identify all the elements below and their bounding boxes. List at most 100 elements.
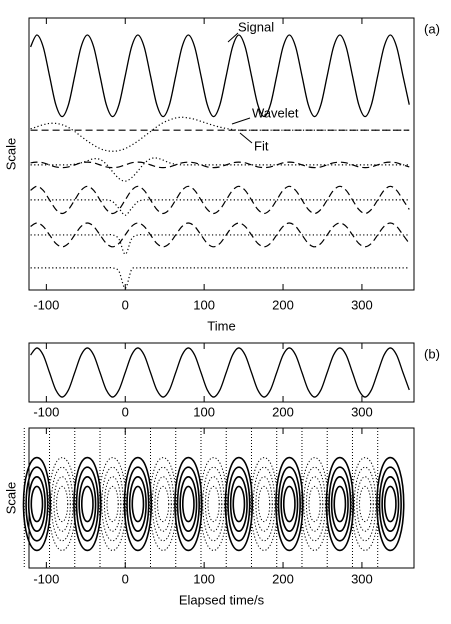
plot-frame xyxy=(28,17,415,291)
contour xyxy=(179,475,198,532)
contour xyxy=(48,457,77,551)
series-line xyxy=(30,266,410,289)
contour xyxy=(356,476,374,532)
contour xyxy=(308,485,321,523)
contour xyxy=(305,476,324,532)
series-line xyxy=(30,199,410,216)
x-tick-label: 300 xyxy=(351,404,373,419)
contour xyxy=(277,466,301,542)
contour xyxy=(204,476,223,532)
contour xyxy=(258,485,271,523)
y-axis-label: Scale xyxy=(3,482,18,515)
contour xyxy=(98,457,127,551)
contour xyxy=(174,456,203,552)
contour xyxy=(358,485,372,523)
x-tick-label: 100 xyxy=(193,404,215,419)
contour xyxy=(227,466,251,542)
x-tick-label: -100 xyxy=(33,297,59,312)
contour xyxy=(325,456,355,552)
contour xyxy=(351,457,379,551)
contour xyxy=(30,485,44,523)
series-line xyxy=(30,347,410,398)
contour xyxy=(181,485,195,523)
contour xyxy=(50,466,74,542)
contour xyxy=(78,475,97,532)
contour xyxy=(123,456,153,552)
panel-label: (a) xyxy=(424,21,440,36)
contour xyxy=(383,485,397,523)
series-label: Wavelet xyxy=(252,105,299,120)
panel-label: (b) xyxy=(424,346,440,361)
contour xyxy=(80,485,94,523)
contour xyxy=(224,456,254,552)
contour xyxy=(275,456,304,552)
contour xyxy=(154,476,172,532)
series-line xyxy=(30,157,410,182)
series-line xyxy=(30,161,410,169)
contour xyxy=(303,466,326,542)
x-tick-label: 0 xyxy=(122,404,129,419)
contour xyxy=(255,476,273,532)
contour xyxy=(207,485,220,523)
contour xyxy=(229,475,248,532)
contour xyxy=(106,485,119,523)
contour xyxy=(328,466,352,542)
x-axis-label: Time xyxy=(207,318,235,333)
series-line xyxy=(30,222,410,248)
series-line xyxy=(29,34,410,118)
contour xyxy=(157,485,170,523)
contour xyxy=(378,466,402,542)
contour xyxy=(252,466,276,542)
contour xyxy=(300,457,329,551)
contour xyxy=(75,466,99,542)
x-tick-label: 100 xyxy=(193,571,215,586)
contour xyxy=(73,456,102,552)
contour xyxy=(376,456,405,552)
x-axis-label: Elapsed time/s xyxy=(179,592,265,607)
contour xyxy=(176,466,200,542)
contour xyxy=(250,457,279,551)
contour xyxy=(381,475,400,532)
contour xyxy=(280,475,299,532)
contour xyxy=(353,466,377,542)
contour xyxy=(56,485,69,523)
annotation-leader xyxy=(227,32,239,43)
annotation-leader xyxy=(239,132,253,144)
plot-frame xyxy=(28,342,415,403)
annotation-leader xyxy=(231,117,251,125)
contour xyxy=(103,476,122,532)
contour xyxy=(330,475,349,532)
x-tick-label: -100 xyxy=(33,404,59,419)
x-tick-label: 100 xyxy=(193,297,215,312)
contour xyxy=(25,466,49,542)
x-tick-label: -100 xyxy=(33,571,59,586)
y-axis-label: Scale xyxy=(3,138,18,171)
contour xyxy=(333,485,347,523)
series-line xyxy=(30,116,410,152)
contour xyxy=(128,475,147,532)
x-tick-label: 300 xyxy=(351,571,373,586)
contour xyxy=(27,475,46,532)
contour xyxy=(126,466,150,542)
series-label: Fit xyxy=(254,138,269,153)
contour xyxy=(22,456,52,552)
contour xyxy=(232,485,246,523)
series-line xyxy=(30,234,410,255)
series-label: Signal xyxy=(238,19,274,34)
contour xyxy=(202,466,225,542)
contour xyxy=(149,457,178,551)
series-line xyxy=(30,185,410,215)
contour xyxy=(199,457,228,551)
contour xyxy=(53,476,71,532)
contour xyxy=(282,485,296,523)
contour xyxy=(101,466,124,542)
x-tick-label: 200 xyxy=(272,571,294,586)
contour xyxy=(151,466,175,542)
x-tick-label: 0 xyxy=(122,297,129,312)
contour xyxy=(131,485,145,523)
x-tick-label: 200 xyxy=(272,404,294,419)
x-tick-label: 300 xyxy=(351,297,373,312)
x-tick-label: 0 xyxy=(122,571,129,586)
